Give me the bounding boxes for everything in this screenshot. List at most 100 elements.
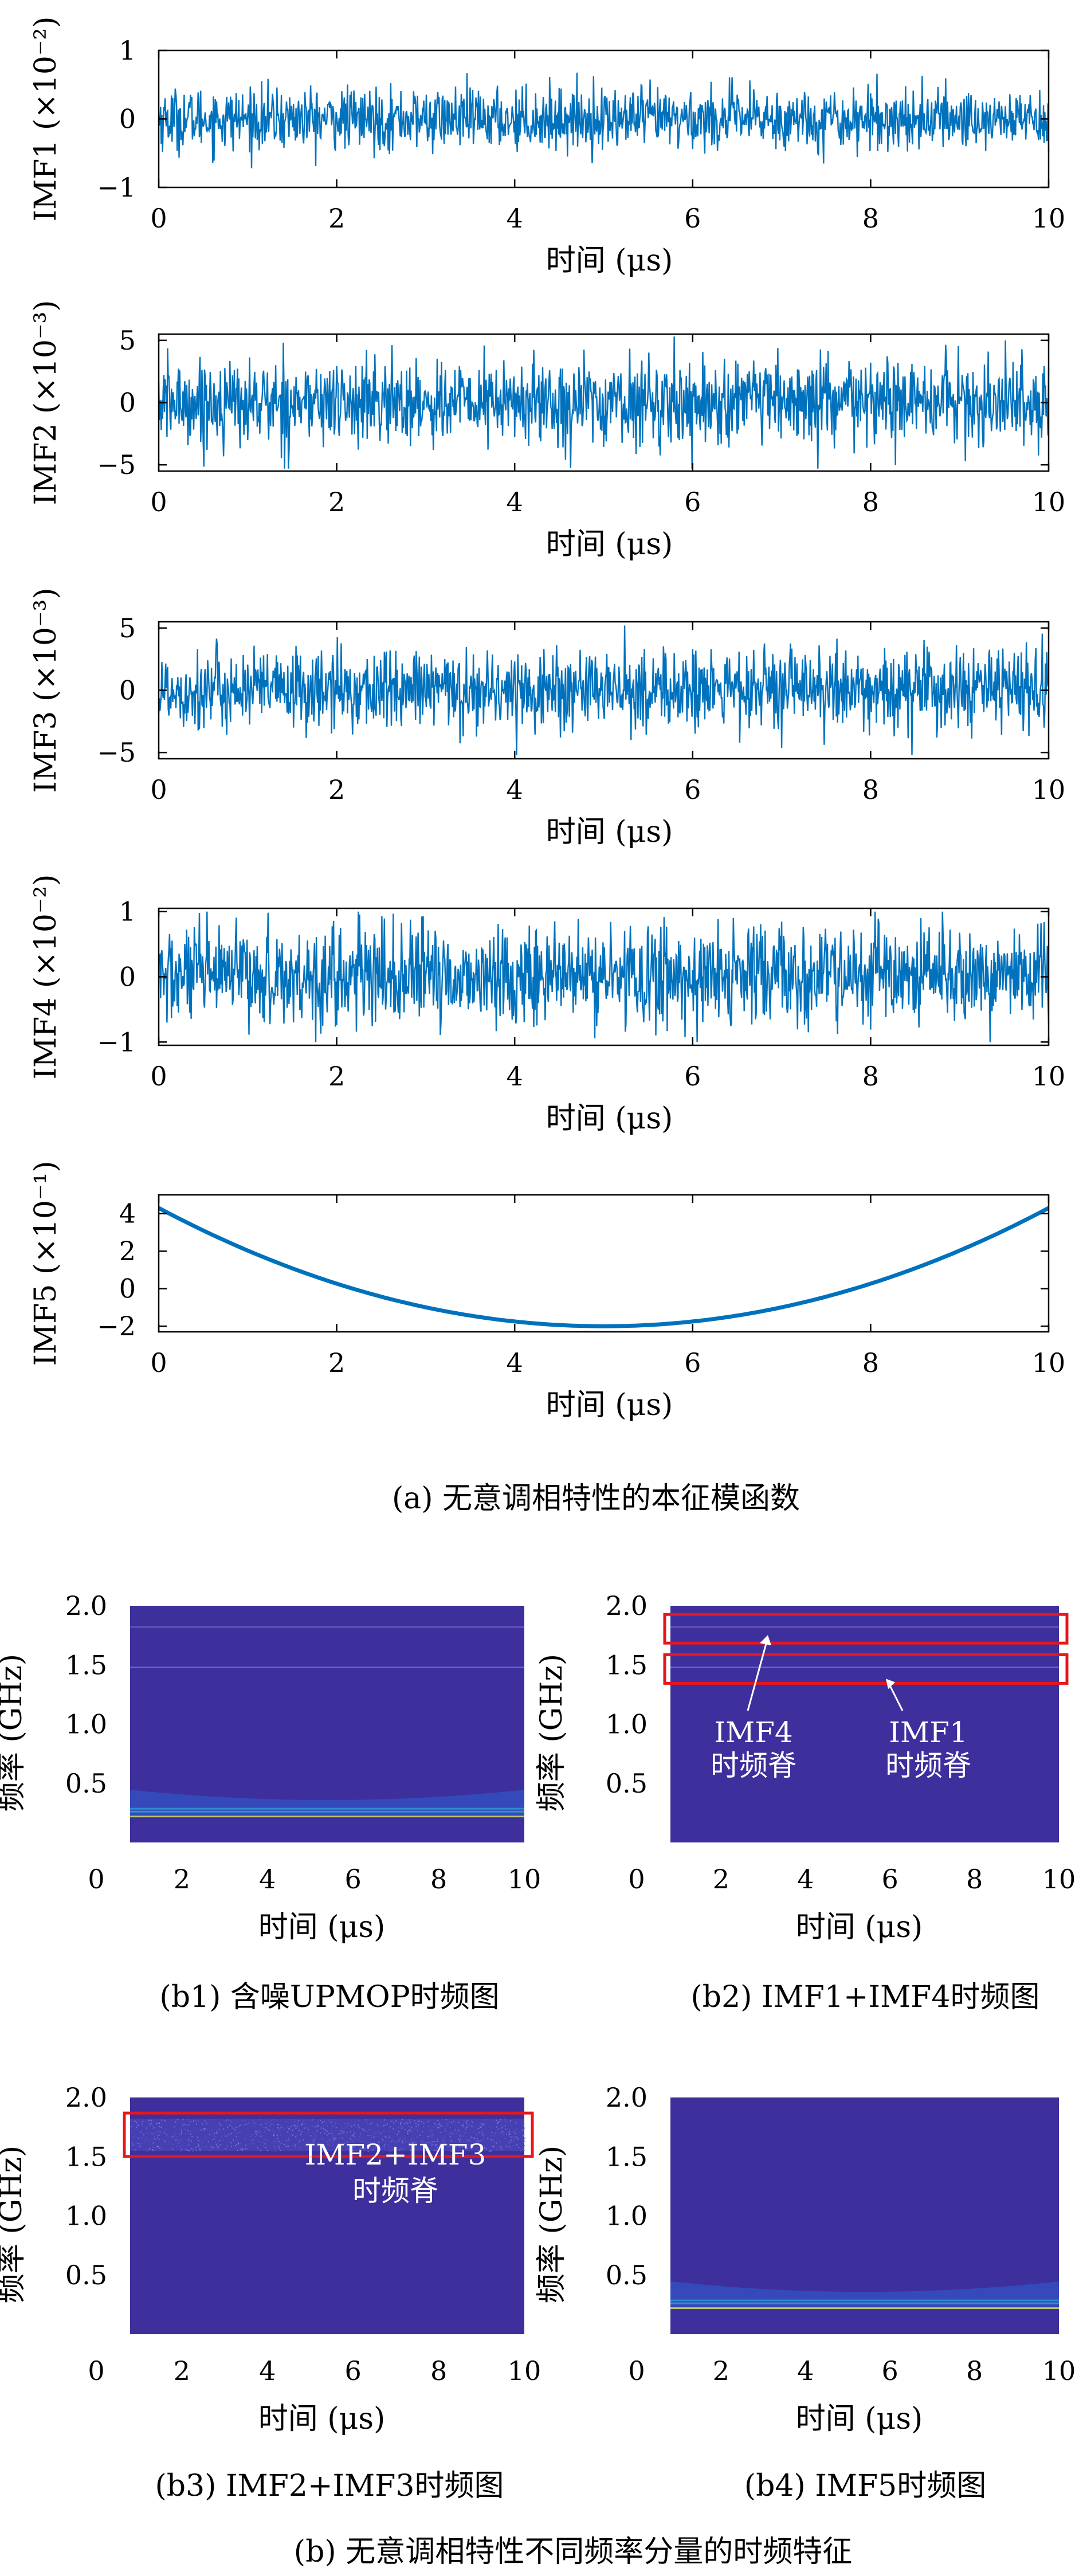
b3-speckle	[332, 2138, 334, 2139]
b3-speckle	[470, 2136, 472, 2138]
b3-speckle	[273, 2134, 274, 2136]
b3-speckle	[516, 2144, 518, 2146]
b3-speckle	[215, 2144, 217, 2146]
b3-speckle	[516, 2129, 517, 2131]
imf4-y-tick-label: 1	[119, 896, 136, 927]
b3-speckle	[210, 2129, 212, 2131]
b3-speckle	[153, 2127, 155, 2128]
b3-speckle	[152, 2133, 154, 2135]
b3-speckle	[508, 2134, 509, 2136]
b3-speckle	[224, 2136, 226, 2138]
b3-speckle	[189, 2150, 190, 2152]
b3-speckle	[368, 2129, 370, 2130]
b3-speckle	[418, 2124, 419, 2126]
b3-speckle	[471, 2141, 473, 2143]
b3-speckle	[158, 2146, 159, 2147]
b3-speckle	[465, 2128, 467, 2130]
b3-speckle	[453, 2131, 455, 2132]
b3-speckle	[343, 2133, 344, 2135]
b3-speckle	[217, 2146, 218, 2148]
b3-speckle	[274, 2140, 276, 2142]
b3-speckle	[384, 2146, 386, 2147]
b3-speckle	[499, 2145, 500, 2146]
b3-speckle	[193, 2149, 195, 2151]
b3-speckle	[371, 2136, 372, 2138]
b3-speckle	[462, 2124, 464, 2126]
b3-speckle	[297, 2124, 299, 2126]
b3-speckle	[277, 2131, 279, 2133]
imf2-x-tick-label: 4	[507, 487, 523, 517]
b3-x-tick-label: 4	[259, 2355, 276, 2386]
b3-speckle	[348, 2138, 350, 2139]
imf1-x-tick-label: 4	[507, 203, 523, 234]
b3-speckle	[458, 2130, 460, 2131]
b3-speckle	[351, 2134, 353, 2136]
b3-speckle	[280, 2125, 281, 2127]
b3-speckle	[521, 2130, 523, 2131]
b3-speckle	[407, 2132, 409, 2134]
b3-speckle	[445, 2119, 447, 2120]
b3-speckle	[143, 2134, 144, 2135]
b3-speckle	[505, 2128, 507, 2130]
imf5-x-tick-label: 6	[684, 1347, 701, 1378]
imf5-y-tick-label: 2	[119, 1236, 136, 1267]
b3-speckle	[266, 2150, 268, 2151]
b3-speckle	[247, 2124, 249, 2125]
b3-speckle	[281, 2127, 282, 2128]
imf4-x-tick-label: 10	[1032, 1061, 1066, 1092]
b3-speckle	[197, 2136, 199, 2138]
b3-speckle	[513, 2131, 515, 2132]
b3-speckle	[352, 2135, 354, 2136]
caption-b2: (b2) IMF1+IMF4时频图	[691, 1980, 1040, 2014]
b3-speckle	[373, 2146, 375, 2148]
b3-speckle	[181, 2148, 183, 2150]
b3-speckle	[172, 2136, 174, 2138]
b3-speckle	[301, 2130, 303, 2132]
b3-speckle	[274, 2147, 276, 2148]
b3-speckle	[234, 2144, 236, 2146]
b3-speckle	[451, 2140, 453, 2142]
b3-speckle	[524, 2127, 525, 2129]
b3-speckle	[402, 2126, 403, 2127]
b3-speckle	[238, 2125, 240, 2127]
b3-speckle	[524, 2145, 525, 2147]
b3-speckle	[512, 2136, 514, 2138]
b3-speckle	[195, 2149, 197, 2151]
b3-speckle	[161, 2119, 163, 2121]
b3-speckle	[250, 2144, 251, 2146]
b3-speckle	[383, 2145, 384, 2147]
b3-speckle	[353, 2134, 355, 2135]
b1-x-tick-label: 8	[430, 1864, 447, 1895]
b3-speckle	[491, 2131, 493, 2133]
b3-speckle	[443, 2137, 445, 2139]
b3-speckle	[240, 2148, 242, 2150]
imf2-y-axis-title: IMF2 (×10⁻³)	[29, 300, 63, 505]
b3-speckle	[357, 2126, 359, 2127]
b3-speckle	[277, 2134, 278, 2136]
b3-speckle	[395, 2141, 397, 2143]
imf1-y-tick-label: 0	[119, 104, 136, 135]
b3-speckle	[391, 2140, 393, 2142]
b3-speckle	[231, 2126, 233, 2127]
b3-speckle	[244, 2138, 245, 2139]
b3-speckle	[171, 2148, 173, 2150]
b2-imf4-highlight-box	[663, 1613, 1069, 1645]
imf5-x-axis-title: 时间 (μs)	[546, 1388, 673, 1422]
b1-chart: 2.0 1.5 1.0 0.5 0 2 4 6 8 10 时间 (μs) 频率 (GHz)	[0, 1590, 541, 1944]
b3-speckle	[148, 2140, 150, 2142]
b3-speckle	[508, 2131, 509, 2133]
b2-y-tick-label: 1.0	[606, 1709, 648, 1740]
b3-speckle	[178, 2142, 180, 2143]
b3-speckle	[501, 2124, 503, 2126]
imf1-x-tick-label: 6	[684, 203, 701, 234]
b3-speckle	[304, 2123, 306, 2125]
b4-x-tick-label: 6	[882, 2355, 898, 2386]
b3-speckle	[409, 2143, 410, 2145]
b3-speckle	[154, 2138, 155, 2140]
b2-imf4-arrow	[747, 1637, 769, 1711]
b3-speckle	[155, 2132, 156, 2134]
b3-speckle	[390, 2120, 392, 2122]
b3-speckle	[354, 2124, 355, 2126]
b3-speckle	[333, 2137, 335, 2139]
b3-speckle	[327, 2141, 329, 2143]
